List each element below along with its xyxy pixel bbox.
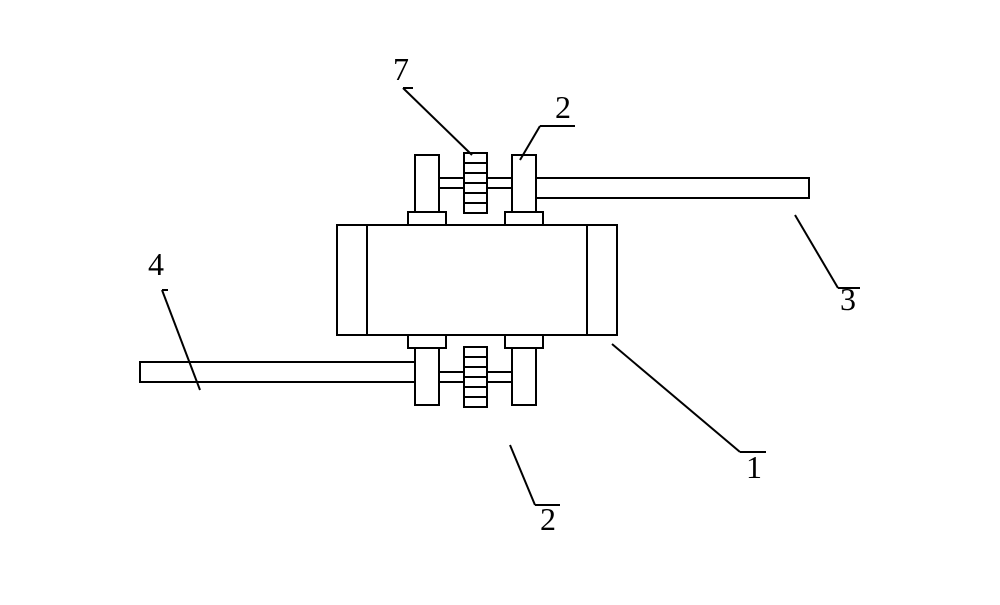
leader-label7	[403, 88, 472, 155]
bottom-bearing-left-base	[408, 335, 446, 348]
label-label7: 7	[393, 51, 409, 87]
leader-label3	[795, 215, 838, 288]
top-bearing-left-pillar	[415, 155, 439, 212]
leader-label2bot	[510, 445, 535, 505]
top-shaft-left	[439, 178, 464, 188]
mechanical-diagram: 7 2 3 4 2 1	[0, 0, 1000, 605]
leader-label1	[612, 344, 740, 452]
label-label2bot: 2	[540, 501, 556, 537]
top-bearing-right-pillar	[512, 155, 536, 212]
bottom-shaft-left	[439, 372, 464, 382]
arm-right	[536, 178, 809, 198]
bottom-bearing-left-pillar	[415, 348, 439, 405]
label-label4: 4	[148, 246, 164, 282]
top-bearing-left-base	[408, 212, 446, 225]
label-label1: 1	[746, 449, 762, 485]
arm-left	[140, 362, 415, 382]
label-label3: 3	[840, 281, 856, 317]
bottom-shaft-right	[487, 372, 512, 382]
bottom-bearing-right-base	[505, 335, 543, 348]
leader-label4	[162, 290, 200, 390]
bottom-bearing-right-pillar	[512, 348, 536, 405]
label-label2top: 2	[555, 89, 571, 125]
main-body-outer	[337, 225, 617, 335]
top-shaft-right	[487, 178, 512, 188]
top-bearing-right-base	[505, 212, 543, 225]
